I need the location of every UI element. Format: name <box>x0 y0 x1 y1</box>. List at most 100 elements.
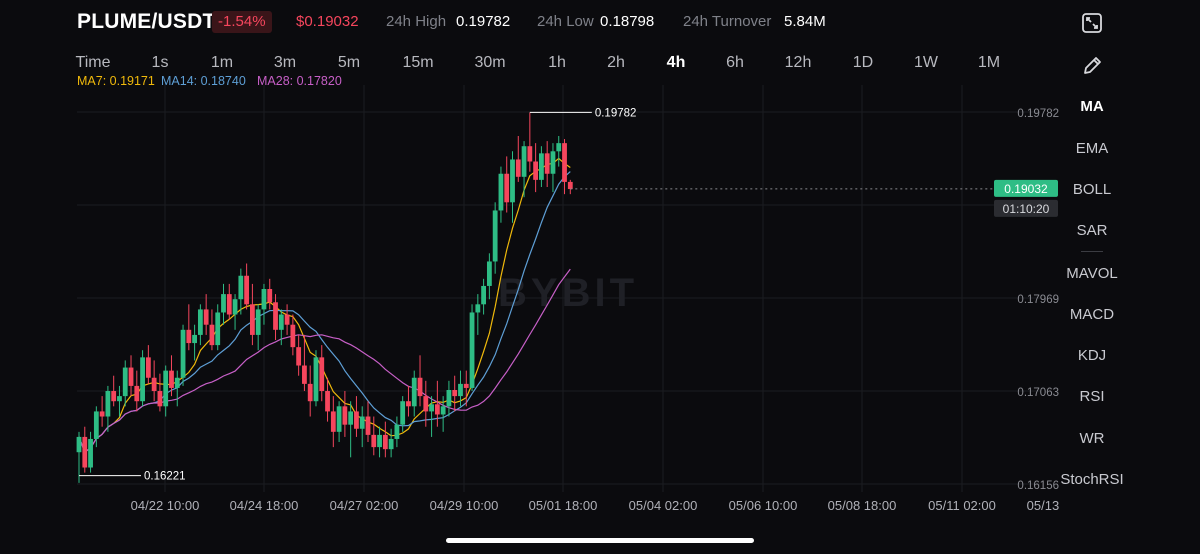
tf-6h[interactable]: 6h <box>726 54 744 71</box>
candle-body <box>533 161 539 180</box>
turnover-label: 24h Turnover <box>683 13 772 30</box>
candle-body <box>93 411 99 439</box>
tf-1m[interactable]: 1m <box>210 54 234 71</box>
candle-body <box>221 294 226 313</box>
tf-15m[interactable]: 15m <box>402 54 434 71</box>
pencil-icon[interactable] <box>1081 55 1103 77</box>
indicator-stochrsi[interactable]: StochRSI <box>1060 471 1124 488</box>
candle-body <box>440 406 446 415</box>
candle-body <box>250 304 255 335</box>
candle-body <box>481 285 486 305</box>
candle-body <box>267 289 273 303</box>
y-tick-label: 0.17063 <box>1017 387 1059 399</box>
countdown-label: 01:10:20 <box>1003 202 1050 216</box>
candle-body <box>296 347 302 366</box>
candle-body <box>302 365 307 384</box>
candle-body <box>290 324 296 348</box>
tf-3m[interactable]: 3m <box>273 54 297 71</box>
candle-body <box>544 153 550 174</box>
candle-body <box>111 391 117 402</box>
candle-body <box>434 404 440 415</box>
current-price-label: 0.19032 <box>1004 182 1048 196</box>
expand-icon[interactable] <box>1081 12 1103 34</box>
x-tick-label: 05/11 02:00 <box>928 498 996 513</box>
candle-body <box>180 329 186 378</box>
candle-body <box>117 396 122 402</box>
candle-body <box>76 436 82 453</box>
candle-body <box>515 159 521 177</box>
tf-30m[interactable]: 30m <box>474 54 506 71</box>
low-marker-label: 0.16221 <box>144 471 186 483</box>
indicator-sar[interactable]: SAR <box>1076 222 1108 239</box>
candle-body <box>342 406 348 425</box>
indicator-rsi[interactable]: RSI <box>1079 388 1105 405</box>
candle-body <box>203 309 209 325</box>
indicator-sidebar: MA EMA BOLL SAR MAVOL MACD KDJ RSI WR St… <box>1060 0 1200 554</box>
tf-1w[interactable]: 1W <box>914 54 938 71</box>
tf-time[interactable]: Time <box>75 54 111 71</box>
tf-12h[interactable]: 12h <box>784 54 812 71</box>
indicator-macd[interactable]: MACD <box>1069 306 1115 323</box>
change-badge: -1.54% <box>212 11 272 33</box>
candle-body <box>411 377 417 407</box>
y-tick-label: 0.17969 <box>1017 294 1059 306</box>
candle-body <box>197 309 203 335</box>
x-tick-label: 04/29 10:00 <box>430 498 499 513</box>
high-value: 0.19782 <box>456 13 511 30</box>
indicator-wr[interactable]: WR <box>1079 430 1105 447</box>
candle-body <box>319 357 325 392</box>
y-axis: 0.19782 0.17969 0.17063 0.16156 <box>1017 108 1059 492</box>
x-axis: 04/22 10:00 04/24 18:00 04/27 02:00 04/29 1… <box>131 498 1060 513</box>
indicator-ema[interactable]: EMA <box>1075 140 1109 157</box>
candle-body <box>174 377 180 388</box>
pair-title[interactable]: PLUME/USDT <box>77 10 216 33</box>
candle-body <box>151 377 157 392</box>
low-label: 24h Low <box>537 13 594 30</box>
candle-body <box>325 391 330 412</box>
candle-body <box>492 210 498 262</box>
home-indicator[interactable] <box>446 538 754 543</box>
y-tick-label: 0.16156 <box>1017 480 1059 492</box>
candle-body <box>226 294 232 315</box>
tf-1d[interactable]: 1D <box>852 54 874 71</box>
indicator-boll[interactable]: BOLL <box>1072 181 1112 198</box>
x-tick-label: 04/22 10:00 <box>131 498 200 513</box>
indicator-mavol[interactable]: MAVOL <box>1066 265 1118 282</box>
tf-1s[interactable]: 1s <box>151 54 169 71</box>
candle-body <box>371 434 377 448</box>
x-tick-label: 05/13 10:00 <box>1027 498 1060 513</box>
high-marker-label: 0.19782 <box>595 107 637 119</box>
candle-body <box>550 151 556 174</box>
candle-body <box>238 275 244 300</box>
candle-body <box>192 334 197 344</box>
candle-body <box>215 312 221 346</box>
candle-body <box>99 411 105 417</box>
candle-body <box>417 377 423 397</box>
candle-body <box>145 357 151 378</box>
tf-4h[interactable]: 4h <box>666 54 686 71</box>
candle-body <box>273 302 278 330</box>
candle-body <box>394 424 400 439</box>
current-price-box <box>994 179 1058 197</box>
candle-body <box>365 416 371 435</box>
indicator-ma[interactable]: MA <box>1080 98 1104 115</box>
candle-body <box>244 275 250 305</box>
candle-body <box>255 309 261 335</box>
tf-1mo[interactable]: 1M <box>977 54 1001 71</box>
ma14-legend: MA14: 0.18740 <box>161 74 246 88</box>
candle-body <box>122 367 128 397</box>
candle-body <box>498 173 504 211</box>
candle-body <box>562 143 567 182</box>
candle-body <box>567 181 573 190</box>
tf-2h[interactable]: 2h <box>607 54 625 71</box>
candle-body <box>169 370 174 388</box>
tf-1h[interactable]: 1h <box>548 54 566 71</box>
indicator-kdj[interactable]: KDJ <box>1077 347 1107 364</box>
tf-5m[interactable]: 5m <box>337 54 361 71</box>
sidebar-divider <box>1081 251 1103 252</box>
price-chart[interactable]: BYBIT 0.19782 0.16221 0.19032 01:10:20 0… <box>0 0 1060 554</box>
candle-body <box>284 314 290 325</box>
ma-line-7 <box>78 157 571 454</box>
chart-header: PLUME/USDT -1.54% $0.19032 24h High 0.19… <box>0 0 1200 44</box>
candle-body <box>429 404 434 412</box>
